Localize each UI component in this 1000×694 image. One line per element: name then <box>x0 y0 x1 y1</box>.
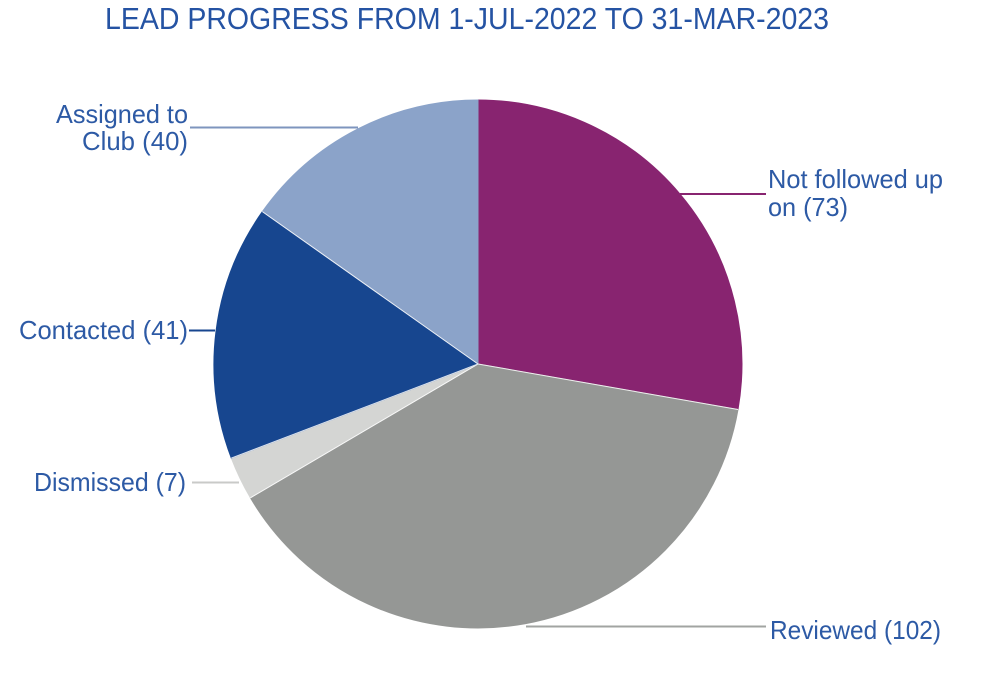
svg-text:Assigned to: Assigned to <box>56 99 188 129</box>
svg-text:Dismissed (7): Dismissed (7) <box>34 467 186 497</box>
svg-text:Club (40): Club (40) <box>82 126 188 156</box>
svg-text:Not followed up: Not followed up <box>768 164 943 194</box>
svg-text:on (73): on (73) <box>768 192 848 222</box>
svg-text:Contacted (41): Contacted (41) <box>19 315 188 345</box>
svg-text:LEAD PROGRESS FROM 1-JUL-2022: LEAD PROGRESS FROM 1-JUL-2022 TO 31-MAR-… <box>105 1 829 36</box>
svg-text:Reviewed (102): Reviewed (102) <box>770 615 941 645</box>
